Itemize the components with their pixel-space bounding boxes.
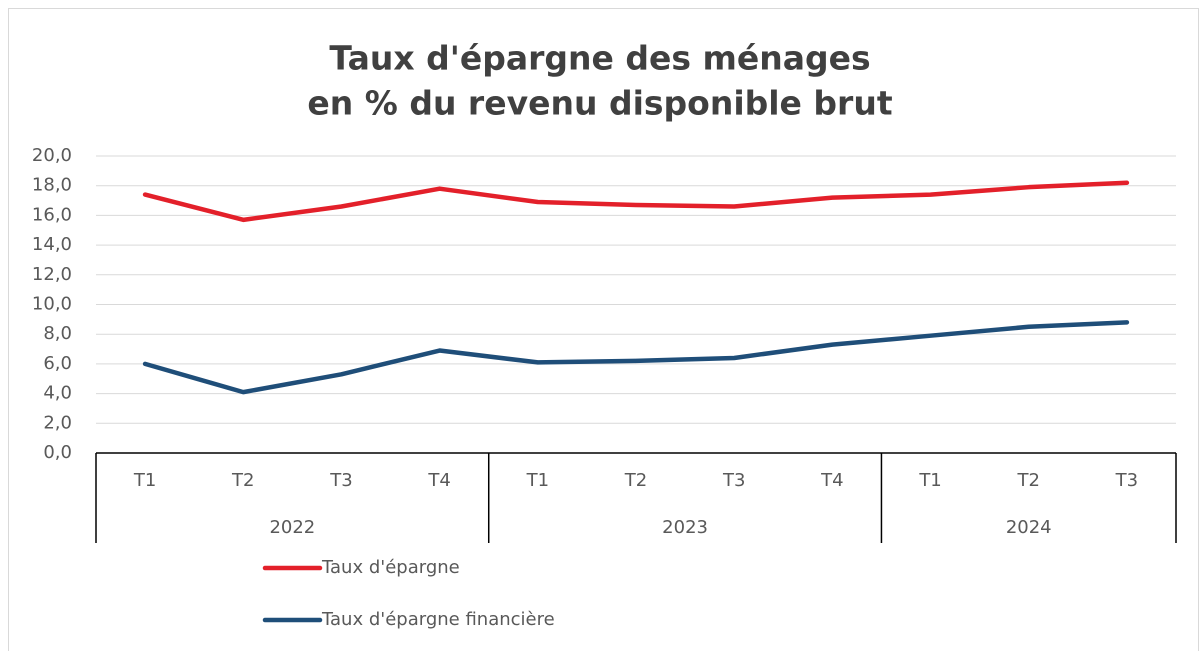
- y-tick-label: 10,0: [32, 294, 72, 315]
- x-tick-label: T3: [722, 470, 745, 491]
- legend-label: Taux d'épargne: [321, 557, 460, 578]
- y-tick-label: 0,0: [43, 442, 72, 463]
- x-tick-label: T4: [820, 470, 843, 491]
- x-tick-label: T3: [1115, 470, 1138, 491]
- y-tick-label: 8,0: [43, 323, 72, 344]
- y-tick-label: 20,0: [32, 145, 72, 166]
- x-tick-label: T1: [526, 470, 549, 491]
- y-tick-label: 4,0: [43, 383, 72, 404]
- series-line: [142, 180, 1130, 223]
- y-tick-label: 18,0: [32, 175, 72, 196]
- y-tick-label: 14,0: [32, 234, 72, 255]
- x-tick-label: T1: [918, 470, 941, 491]
- x-group-label: 2024: [1006, 517, 1052, 538]
- legend-label: Taux d'épargne financière: [321, 609, 555, 630]
- x-tick-label: T4: [427, 470, 450, 491]
- x-tick-label: T3: [329, 470, 352, 491]
- y-tick-label: 2,0: [43, 412, 72, 433]
- x-group-label: 2023: [662, 517, 708, 538]
- x-tick-label: T2: [624, 470, 647, 491]
- x-tick-label: T1: [133, 470, 156, 491]
- y-tick-label: 16,0: [32, 204, 72, 225]
- x-tick-label: T2: [1017, 470, 1040, 491]
- x-tick-label: T2: [231, 470, 254, 491]
- chart-title: Taux d'épargne des ménages: [329, 39, 870, 78]
- y-tick-label: 6,0: [43, 353, 72, 374]
- chart-title: en % du revenu disponible brut: [307, 84, 892, 123]
- x-group-label: 2022: [269, 517, 315, 538]
- series-line: [142, 320, 1130, 395]
- y-tick-label: 12,0: [32, 264, 72, 285]
